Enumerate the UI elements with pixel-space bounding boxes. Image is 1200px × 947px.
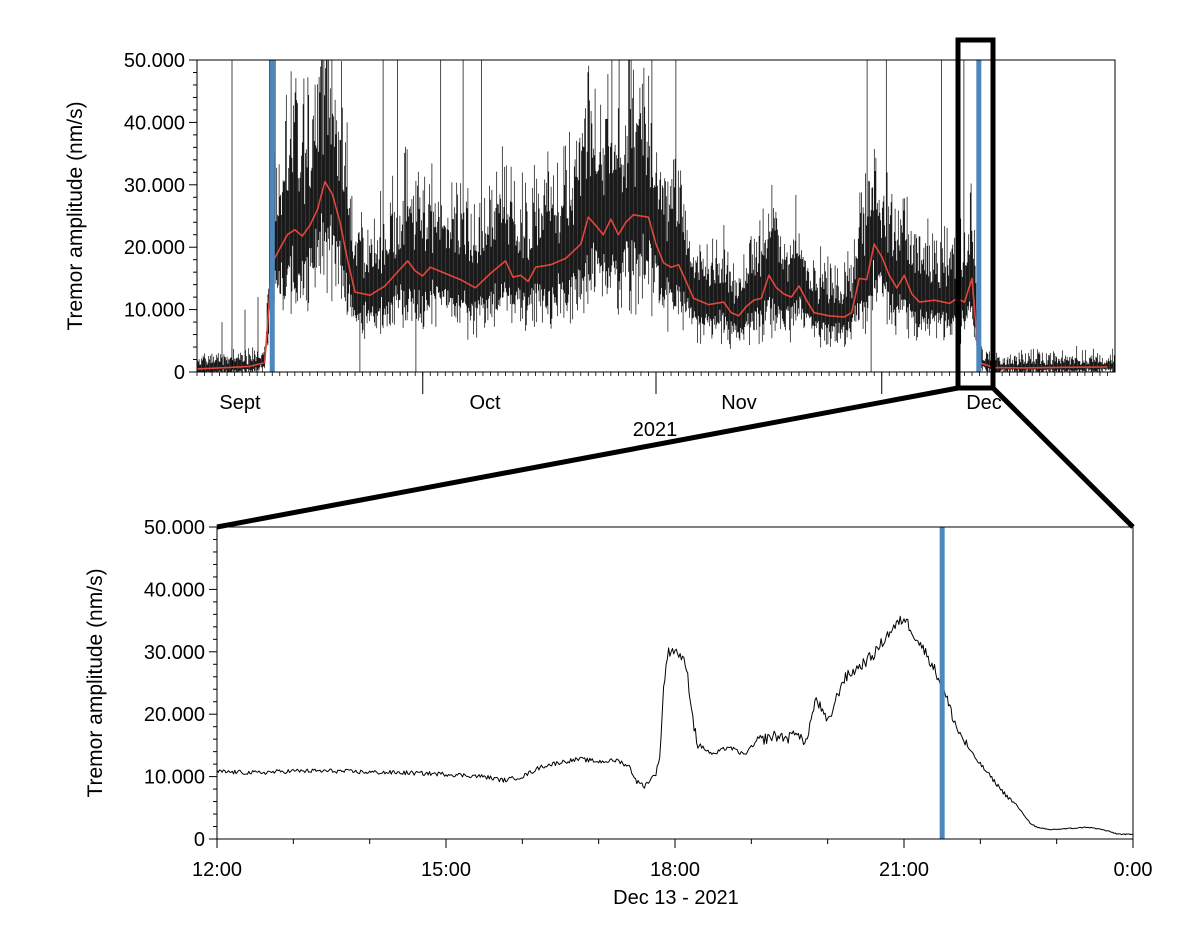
top-axes: 0 10.000 20.000 30.000 40.000 50.000 Sept Oct No… bbox=[124, 37, 1116, 414]
bottom-y-tick-label: 30.000 bbox=[144, 642, 205, 664]
bottom-x-axis-title: Dec 13 - 2021 bbox=[613, 887, 739, 909]
bottom-y-tick-label: 0 bbox=[194, 829, 205, 851]
bottom-y-axis-title: Tremor amplitude (nm/s) bbox=[84, 568, 107, 797]
top-x-month-label: Oct bbox=[469, 392, 501, 414]
top-x-month-label: Dec bbox=[966, 392, 1002, 414]
top-y-tick-label: 40.000 bbox=[124, 112, 185, 134]
bottom-chart: 0 10.000 20.000 30.000 40.000 50.000 12:00 15:0… bbox=[84, 517, 1152, 909]
bottom-plot-area bbox=[216, 527, 1134, 839]
zoom-connector-left bbox=[216, 385, 959, 530]
top-y-tick-label: 50.000 bbox=[124, 50, 185, 72]
bottom-y-tick-label: 20.000 bbox=[144, 704, 205, 726]
top-trend-series bbox=[196, 180, 1108, 370]
bottom-x-tick-label: 0:00 bbox=[1114, 859, 1153, 881]
bottom-axes: 0 10.000 20.000 30.000 40.000 50.000 12:00 15:0… bbox=[144, 517, 1153, 881]
top-y-tick-label: 30.000 bbox=[124, 175, 185, 197]
zoom-connector-right bbox=[991, 386, 1135, 529]
bottom-x-tick-label: 21:00 bbox=[879, 859, 929, 881]
zoom-connector bbox=[216, 385, 1135, 530]
top-plot-area bbox=[196, 60, 1115, 372]
bottom-signal-series bbox=[216, 615, 1134, 836]
top-y-axis-title: Tremor amplitude (nm/s) bbox=[64, 101, 87, 330]
top-x-axis-title: 2021 bbox=[633, 419, 678, 441]
bottom-y-tick-label: 10.000 bbox=[144, 767, 205, 789]
bottom-y-tick-label: 50.000 bbox=[144, 517, 205, 539]
top-y-tick-label: 0 bbox=[174, 362, 185, 384]
top-chart: 0 10.000 20.000 30.000 40.000 50.000 Sept Oct No… bbox=[64, 37, 1116, 441]
top-x-month-label: Sept bbox=[219, 392, 261, 414]
top-y-tick-label: 20.000 bbox=[124, 237, 185, 259]
top-x-month-label: Nov bbox=[721, 392, 757, 414]
bottom-x-tick-label: 12:00 bbox=[192, 859, 242, 881]
bottom-x-tick-label: 18:00 bbox=[650, 859, 700, 881]
bottom-plot-frame bbox=[216, 526, 1134, 840]
top-y-tick-label: 10.000 bbox=[124, 300, 185, 322]
bottom-y-tick-label: 40.000 bbox=[144, 579, 205, 601]
zoom-box bbox=[955, 37, 996, 391]
bottom-x-tick-label: 15:00 bbox=[421, 859, 471, 881]
